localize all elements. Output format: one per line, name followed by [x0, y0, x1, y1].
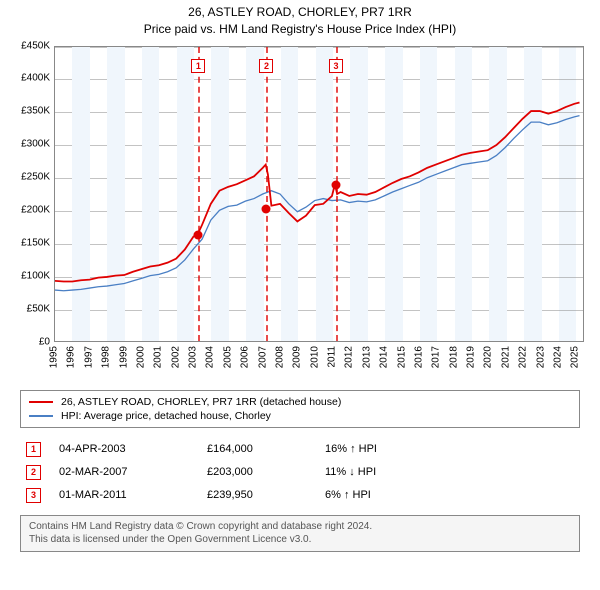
sale-price: £164,000 — [207, 443, 307, 455]
x-axis-label: 2011 — [327, 346, 338, 368]
sale-point — [331, 180, 340, 189]
x-axis-label: 1997 — [83, 346, 94, 368]
x-axis-label: 2001 — [153, 346, 164, 368]
x-axis-label: 2002 — [170, 346, 181, 368]
plot-area: 1 2 3 — [54, 46, 584, 342]
footer-attribution: Contains HM Land Registry data © Crown c… — [20, 515, 580, 552]
x-axis-label: 2003 — [188, 346, 199, 368]
x-axis-label: 1996 — [66, 346, 77, 368]
x-axis-label: 2008 — [274, 346, 285, 368]
sale-price: £203,000 — [207, 466, 307, 478]
x-axis-label: 2014 — [379, 346, 390, 368]
y-axis-label: £350K — [10, 106, 50, 117]
x-axis-label: 2016 — [413, 346, 424, 368]
sale-row: 2 02-MAR-2007 £203,000 11% ↓ HPI — [20, 461, 580, 484]
sale-badge: 3 — [26, 488, 41, 503]
y-axis-label: £300K — [10, 139, 50, 150]
x-axis-label: 2009 — [292, 346, 303, 368]
sale-row: 3 01-MAR-2011 £239,950 6% ↑ HPI — [20, 484, 580, 507]
legend-item: HPI: Average price, detached house, Chor… — [29, 409, 571, 423]
legend-label: HPI: Average price, detached house, Chor… — [61, 410, 271, 422]
y-axis-label: £0 — [10, 336, 50, 347]
y-axis-label: £100K — [10, 270, 50, 281]
x-axis-label: 2005 — [222, 346, 233, 368]
sale-date: 01-MAR-2011 — [59, 489, 189, 501]
title-address: 26, ASTLEY ROAD, CHORLEY, PR7 1RR — [10, 4, 590, 21]
x-axis-label: 2015 — [396, 346, 407, 368]
sale-badge: 1 — [26, 442, 41, 457]
x-axis-label: 2022 — [518, 346, 529, 368]
sale-date: 02-MAR-2007 — [59, 466, 189, 478]
x-axis-label: 2025 — [570, 346, 581, 368]
sale-date: 04-APR-2003 — [59, 443, 189, 455]
x-axis-label: 1999 — [118, 346, 129, 368]
sale-row: 1 04-APR-2003 £164,000 16% ↑ HPI — [20, 438, 580, 461]
x-axis-label: 2012 — [344, 346, 355, 368]
sale-delta: 16% ↑ HPI — [325, 443, 445, 455]
x-axis-label: 1998 — [101, 346, 112, 368]
x-axis-label: 2006 — [240, 346, 251, 368]
sale-point — [194, 230, 203, 239]
x-axis-label: 1995 — [49, 346, 60, 368]
y-axis-label: £150K — [10, 237, 50, 248]
x-axis-label: 2017 — [431, 346, 442, 368]
x-axis-label: 2018 — [448, 346, 459, 368]
x-axis-label: 2021 — [500, 346, 511, 368]
y-axis-label: £450K — [10, 40, 50, 51]
sale-delta: 6% ↑ HPI — [325, 489, 445, 501]
x-axis-label: 2013 — [361, 346, 372, 368]
legend-swatch — [29, 415, 53, 417]
x-axis-label: 2019 — [466, 346, 477, 368]
x-axis-label: 2004 — [205, 346, 216, 368]
x-axis-label: 2024 — [552, 346, 563, 368]
chart-marker-badge: 2 — [259, 59, 273, 73]
legend-swatch — [29, 401, 53, 403]
sale-badge: 2 — [26, 465, 41, 480]
sale-point — [262, 205, 271, 214]
x-axis-label: 2007 — [257, 346, 268, 368]
legend-label: 26, ASTLEY ROAD, CHORLEY, PR7 1RR (detac… — [61, 396, 341, 408]
sale-delta: 11% ↓ HPI — [325, 466, 445, 478]
chart-marker-badge: 1 — [191, 59, 205, 73]
footer-line1: Contains HM Land Registry data © Crown c… — [29, 520, 571, 534]
sales-table: 1 04-APR-2003 £164,000 16% ↑ HPI 2 02-MAR-200… — [20, 438, 580, 507]
chart-container: 26, ASTLEY ROAD, CHORLEY, PR7 1RR Price … — [0, 0, 600, 560]
x-axis-label: 2020 — [483, 346, 494, 368]
chart-marker-badge: 3 — [329, 59, 343, 73]
legend-box: 26, ASTLEY ROAD, CHORLEY, PR7 1RR (detac… — [20, 390, 580, 428]
x-axis-label: 2023 — [535, 346, 546, 368]
sale-price: £239,950 — [207, 489, 307, 501]
y-axis-label: £200K — [10, 205, 50, 216]
footer-line2: This data is licensed under the Open Gov… — [29, 533, 571, 547]
chart-area: 1 2 3 £0 £50K £100K £150K £200K £250K £300K £350K… — [10, 42, 590, 382]
x-axis-label: 2000 — [135, 346, 146, 368]
y-axis-label: £250K — [10, 172, 50, 183]
y-axis-label: £50K — [10, 303, 50, 314]
x-axis-label: 2010 — [309, 346, 320, 368]
legend-item: 26, ASTLEY ROAD, CHORLEY, PR7 1RR (detac… — [29, 395, 571, 409]
y-axis-label: £400K — [10, 73, 50, 84]
title-block: 26, ASTLEY ROAD, CHORLEY, PR7 1RR Price … — [10, 4, 590, 38]
title-subtitle: Price paid vs. HM Land Registry's House … — [10, 21, 590, 38]
